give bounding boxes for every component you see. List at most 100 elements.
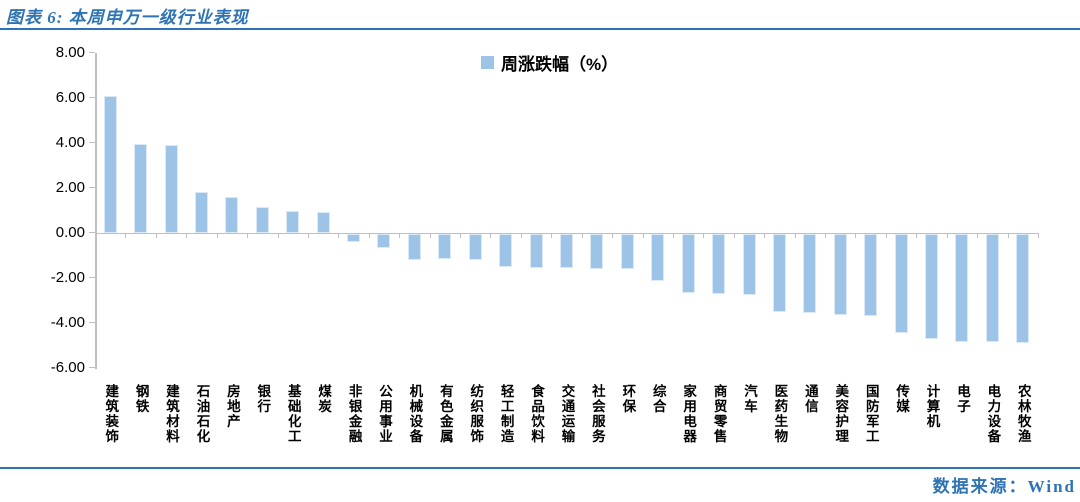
figure-title: 图表 6: 本周申万一级行业表现: [6, 8, 249, 27]
x-axis-tick: [338, 232, 340, 238]
x-axis-tick: [642, 232, 644, 238]
y-axis-tick-label: 2.00: [55, 178, 85, 196]
x-axis-zero-line: [95, 232, 1038, 234]
x-axis-tick: [977, 232, 979, 238]
y-axis-tick-label: -4.00: [50, 313, 85, 331]
bar: [438, 234, 452, 259]
chart-legend: 周涨跌幅（%）: [481, 50, 618, 75]
x-axis-tick: [764, 232, 766, 238]
x-axis-tick: [186, 232, 188, 238]
bar: [468, 234, 482, 260]
bar: [985, 234, 999, 342]
bar: [407, 234, 421, 260]
bar: [894, 234, 908, 333]
bar: [255, 206, 269, 233]
bar: [499, 234, 513, 267]
x-axis-tick: [612, 232, 614, 238]
footer-divider: [0, 467, 1080, 469]
x-axis-tick: [733, 232, 735, 238]
x-category-label: 农林牧渔: [1015, 384, 1031, 444]
bar: [1016, 234, 1030, 344]
x-category-label: 商贸零售: [711, 384, 727, 444]
x-category-label: 社会服务: [589, 384, 605, 444]
x-axis-tick: [95, 232, 96, 238]
x-category-label: 通信: [802, 384, 818, 414]
x-category-label: 交通运输: [559, 384, 575, 444]
x-category-label: 美容护理: [833, 384, 849, 444]
y-axis-tick: [89, 51, 95, 54]
title-divider: [0, 28, 1080, 30]
x-axis-tick: [885, 232, 887, 238]
x-category-label: 房地产: [224, 384, 240, 429]
x-axis-tick: [490, 232, 492, 238]
x-category-label: 环保: [620, 384, 636, 414]
x-category-label: 机械设备: [407, 384, 423, 444]
bar: [590, 234, 604, 269]
x-axis-tick: [429, 232, 431, 238]
bar: [651, 234, 665, 282]
y-axis-tick: [89, 276, 95, 279]
x-axis-tick: [946, 232, 948, 238]
bar: [134, 143, 148, 233]
x-category-label: 电子: [954, 384, 970, 414]
bar: [194, 192, 208, 233]
bar: [803, 234, 817, 313]
bar: [164, 144, 178, 233]
x-category-label: 建筑装饰: [103, 384, 119, 444]
x-axis-tick: [551, 232, 553, 238]
bar: [225, 196, 239, 233]
bar: [620, 234, 634, 269]
x-category-label: 家用电器: [681, 384, 697, 444]
x-category-label: 石油石化: [194, 384, 210, 444]
legend-label: 周涨跌幅（%）: [501, 55, 619, 74]
x-axis-tick: [794, 232, 796, 238]
bar: [712, 234, 726, 294]
y-axis-tick-label: -2.00: [50, 268, 85, 286]
x-category-label: 电力设备: [985, 384, 1001, 444]
x-axis-tick: [247, 232, 249, 238]
x-category-label: 有色金属: [437, 384, 453, 444]
x-axis-tick: [581, 232, 583, 238]
bar: [286, 211, 300, 233]
x-category-label: 非银金融: [346, 384, 362, 444]
bar: [833, 234, 847, 315]
x-category-label: 基础化工: [285, 384, 301, 444]
x-category-label: 轻工制造: [498, 384, 514, 444]
y-axis-tick-label: 6.00: [55, 88, 85, 106]
x-category-label: 传媒: [894, 384, 910, 414]
legend-swatch-icon: [481, 56, 494, 69]
x-axis-tick: [125, 232, 127, 238]
y-axis-tick: [89, 96, 95, 99]
y-axis-tick-label: 4.00: [55, 133, 85, 151]
y-axis-tick: [89, 231, 95, 234]
x-category-label: 医药生物: [772, 384, 788, 444]
x-axis-tick: [1038, 232, 1039, 238]
x-axis-tick: [155, 232, 157, 238]
x-axis-tick: [916, 232, 918, 238]
x-category-label: 食品饮料: [529, 384, 545, 444]
y-axis-tick: [89, 186, 95, 189]
x-axis-tick: [460, 232, 462, 238]
x-axis-tick: [307, 232, 309, 238]
y-axis-tick: [89, 366, 95, 369]
bar: [316, 212, 330, 233]
bar: [681, 234, 695, 293]
x-axis-tick: [520, 232, 522, 238]
y-axis-tick: [89, 141, 95, 144]
x-axis-tick: [1007, 232, 1009, 238]
bar: [377, 234, 391, 248]
bar: [742, 234, 756, 295]
y-axis-line: [95, 53, 97, 369]
bar: [103, 96, 117, 233]
x-category-label: 国防军工: [863, 384, 879, 444]
x-axis-tick: [825, 232, 827, 238]
x-category-label: 汽车: [742, 384, 758, 414]
bar: [347, 234, 361, 242]
bar: [925, 234, 939, 339]
y-axis-tick-label: -6.00: [50, 358, 85, 376]
x-axis-tick: [703, 232, 705, 238]
x-category-label: 煤炭: [316, 384, 332, 414]
y-axis-tick-label: 0.00: [55, 223, 85, 241]
x-axis-tick: [277, 232, 279, 238]
x-axis-tick: [399, 232, 401, 238]
